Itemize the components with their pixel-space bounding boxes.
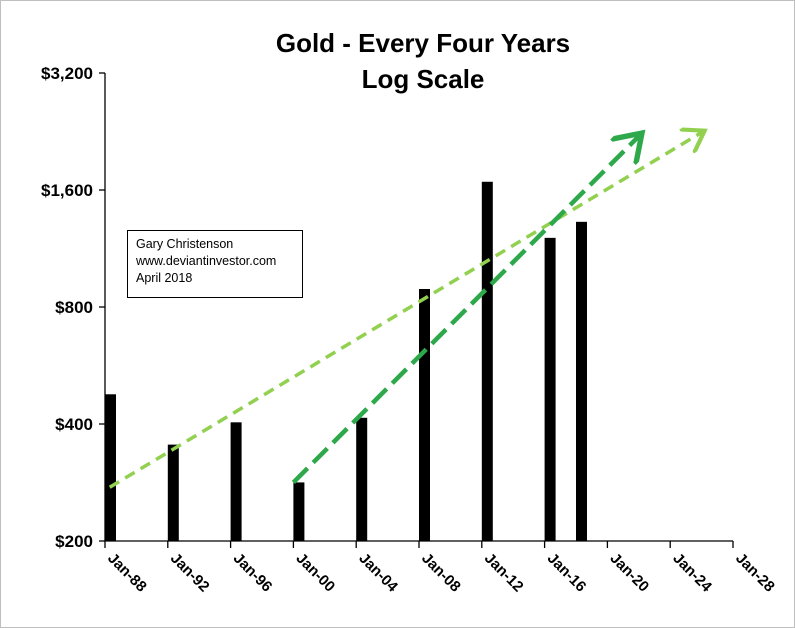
y-tick-labels: $200 $400 $800 $1,600 $3,200 xyxy=(41,64,93,551)
chart-title: Gold - Every Four Years xyxy=(276,28,570,58)
bar xyxy=(105,394,116,541)
bar xyxy=(293,482,305,541)
axes xyxy=(99,72,734,548)
y-tick-label: $3,200 xyxy=(41,64,93,83)
bar xyxy=(230,422,242,541)
y-tick-label: $400 xyxy=(55,415,93,434)
x-tick-label: Jan-92 xyxy=(167,550,213,596)
x-tick-label: Jan-16 xyxy=(544,550,590,596)
x-tick-label: Jan-08 xyxy=(418,550,464,596)
bars xyxy=(105,181,587,541)
trendlines xyxy=(108,132,702,489)
bar xyxy=(167,444,179,541)
x-tick-label: Jan-00 xyxy=(293,550,339,596)
attribution-author: Gary Christenson xyxy=(136,237,234,251)
bar xyxy=(356,417,368,541)
x-tick-label: Jan-12 xyxy=(481,550,527,596)
chart-subtitle: Log Scale xyxy=(362,64,485,94)
attribution-date: April 2018 xyxy=(136,271,193,285)
y-tick-label: $200 xyxy=(55,532,93,551)
bar xyxy=(419,289,430,541)
x-tick-label: Jan-04 xyxy=(355,550,401,596)
x-tick-label: Jan-88 xyxy=(104,550,150,596)
bar xyxy=(544,237,556,541)
attribution-box: Gary Christenson www.deviantinvestor.com… xyxy=(127,230,303,298)
attribution-website: www.deviantinvestor.com xyxy=(136,254,277,268)
x-tick-label: Jan-24 xyxy=(669,550,715,596)
trendline-steep xyxy=(291,136,638,484)
y-tick-label: $800 xyxy=(55,298,93,317)
bar xyxy=(481,181,493,541)
x-tick-label: Jan-20 xyxy=(607,550,653,596)
bar xyxy=(576,221,587,541)
x-tick-label: Jan-96 xyxy=(230,550,276,596)
y-tick-label: $1,600 xyxy=(41,181,93,200)
trendline-long xyxy=(108,132,702,489)
x-tick-label: Jan-28 xyxy=(732,550,778,596)
x-tick-labels: Jan-88 Jan-92 Jan-96 Jan-00 Jan-04 Jan-08 Jan-… xyxy=(104,550,778,596)
